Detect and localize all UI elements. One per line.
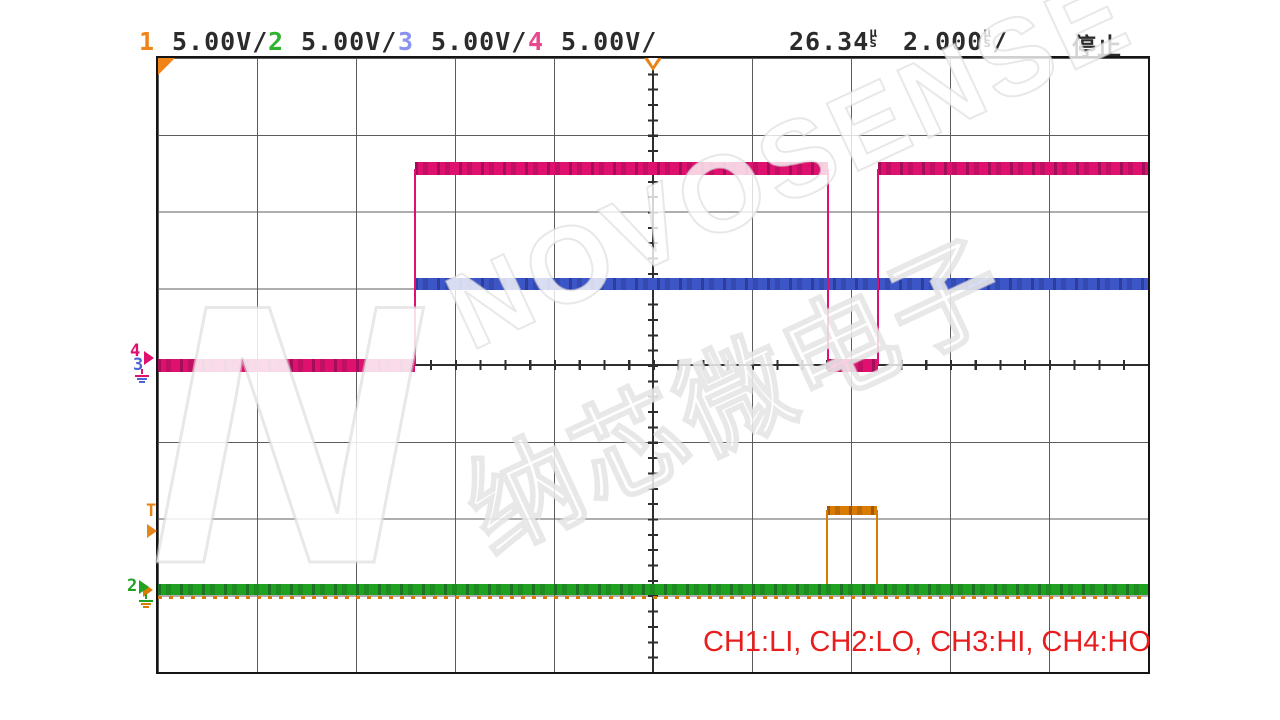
graticule — [156, 56, 1150, 674]
ch4-number: 4 — [528, 27, 545, 56]
ch3-ground-marker-label: 3 — [133, 355, 144, 375]
ch2-ground-arrow-icon — [139, 580, 149, 594]
channel-annotation: CH1:LI, CH2:LO, CH3:HI, CH4:HO — [703, 626, 1151, 658]
timebase-readout: 2.000µ s/ — [903, 26, 1009, 56]
ch4-scale: 5.00V/ — [561, 27, 658, 56]
trace-ch1-segment — [827, 505, 878, 515]
trigger-level-label: T — [146, 501, 157, 521]
ch4-ground-arrow-icon — [144, 351, 154, 365]
corner-trigger-icon — [158, 58, 175, 75]
ch3-scale: 5.00V/ — [431, 27, 528, 56]
trace-ch4-segment — [878, 162, 1148, 175]
ch1-number: 1 — [139, 27, 156, 56]
center-horizontal-ticks — [158, 360, 1148, 370]
trace-ch4-edge — [413, 168, 417, 365]
trace-ch4-edge — [826, 168, 829, 365]
waveform-layer — [158, 58, 1149, 672]
trace-ch1-edge — [826, 510, 829, 590]
delay-readout: 26.34µ s — [789, 26, 879, 56]
trace-ch4-segment — [827, 358, 879, 372]
trace-ch4-segment — [414, 162, 828, 175]
ch4-ground-marker-label: 4 — [130, 341, 141, 361]
trace-ch4-segment — [158, 358, 415, 372]
ch1-baseline-noise — [158, 596, 1148, 599]
trace-ch3-segment — [414, 277, 1149, 290]
trigger-level-arrow-icon — [147, 524, 157, 538]
ch3-number: 3 — [398, 27, 415, 56]
trace-ch1-edge — [876, 510, 879, 590]
ch2-ground-marker-label: 2 — [127, 576, 138, 596]
ch2-number: 2 — [268, 27, 285, 56]
trigger-position-icon-inner — [648, 58, 658, 66]
ch4-ch3-ground-icon — [134, 369, 150, 383]
trace-ch2-segment — [158, 584, 1148, 596]
ch2-ch1-ground-icon — [138, 594, 154, 608]
run-state-label: 停止 — [1072, 34, 1122, 61]
ch1-scale: 5.00V/ — [172, 27, 269, 56]
trace-ch4-edge — [877, 168, 880, 365]
ch2-scale: 5.00V/ — [301, 27, 398, 56]
